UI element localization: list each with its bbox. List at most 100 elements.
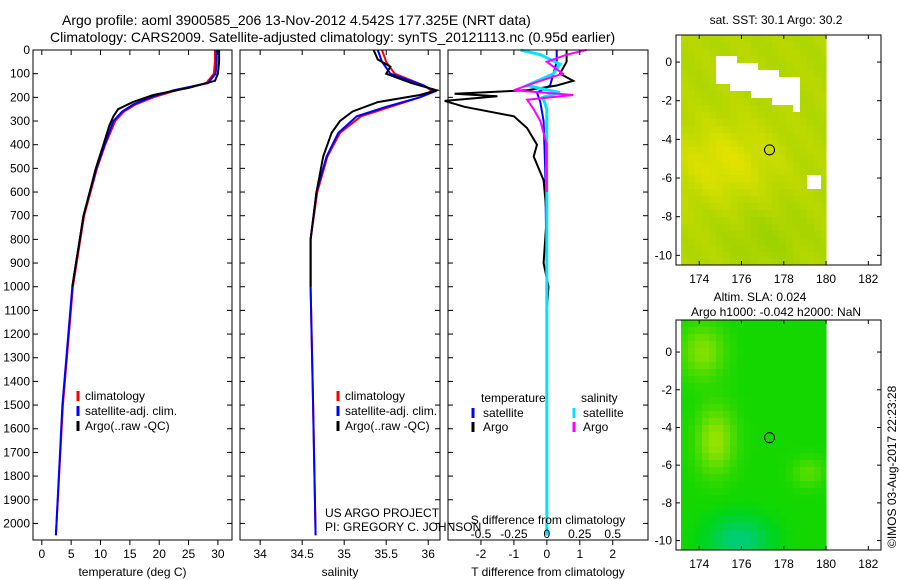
map-cell [730,439,738,447]
map-cell [737,98,745,106]
map-cell [702,341,710,349]
map-cell [695,196,703,204]
map-cell [702,140,710,148]
map-cell [779,175,787,183]
map-cell [793,390,801,398]
map-cell [779,432,787,440]
map-cell [793,182,801,190]
map-cell [807,245,815,253]
map-cell [814,439,822,447]
map-cell [737,42,745,50]
map-cell [807,84,815,92]
axes-box [32,49,233,541]
map-cell [793,446,801,454]
y-tick-label: 200 [10,90,30,104]
map-cell [779,63,787,71]
map-cell [723,467,731,475]
map-cell [751,453,759,461]
map-cell [772,390,780,398]
map-cell [723,91,731,99]
map-cell [737,252,745,260]
map-cell [772,126,780,134]
map-cell [751,495,759,503]
map-cell [807,182,815,190]
map-cell [779,467,787,475]
map-cell [737,133,745,141]
y-tick-label: 1500 [3,398,30,412]
map-cell [814,91,822,99]
map-cell [758,196,766,204]
map-cell [758,446,766,454]
map-cell [772,453,780,461]
map-cell [758,537,766,545]
map-cell [730,49,738,57]
map-cell [779,84,787,92]
map-cell [814,245,822,253]
map-cell [716,245,724,253]
map-cell [695,383,703,391]
map-cell [779,502,787,510]
map-cell [716,175,724,183]
map-cell [723,245,731,253]
map-cell [786,481,794,489]
map-cell [772,42,780,50]
map-cell [695,126,703,134]
map-cell [744,70,752,78]
map-cell [695,481,703,489]
map-cell [723,446,731,454]
map-cell [800,425,808,433]
map-cell [800,509,808,517]
map-cell [695,161,703,169]
map-cell [723,189,731,197]
map-cell [814,467,822,475]
map-cell [793,523,801,531]
map-cell [695,231,703,239]
map-cell [702,327,710,335]
map-cell [807,474,815,482]
map-cell [716,348,724,356]
map-cell [821,446,827,454]
map-cell [688,320,696,328]
map-cell [688,432,696,440]
map-cell [716,516,724,524]
map-cell [814,196,822,204]
map-cell [772,231,780,239]
map-cell [744,189,752,197]
map-cell [737,147,745,155]
map-cell [709,474,717,482]
map-cell [737,224,745,232]
map-cell [772,383,780,391]
map-cell [737,105,745,113]
map-cell [765,189,773,197]
map-cell [779,530,787,538]
map-cell [681,523,689,531]
map-cell [800,488,808,496]
map-cell [751,341,759,349]
map-cell [793,439,801,447]
map-cell [737,432,745,440]
map-cell [751,460,759,468]
map-cell [793,481,801,489]
map-cell [765,404,773,412]
map-cell [779,425,787,433]
map-cell [821,49,827,57]
series-line-argo-raw-qc- [309,49,441,287]
map-cell [751,432,759,440]
map-cell [702,516,710,524]
map-cell [688,119,696,127]
map-cell [681,175,689,183]
map-cell [800,210,808,218]
map-cell [716,446,724,454]
map-cell [765,217,773,225]
map-cell [723,77,731,85]
map-cell [681,119,689,127]
map-cell [723,516,731,524]
map-cell [730,502,738,510]
map-cell [751,49,759,57]
map-cell [786,327,794,335]
map-cell [709,516,717,524]
map-cell [723,376,731,384]
map-cell [730,327,738,335]
map-cell [793,189,801,197]
map-cell [744,140,752,148]
